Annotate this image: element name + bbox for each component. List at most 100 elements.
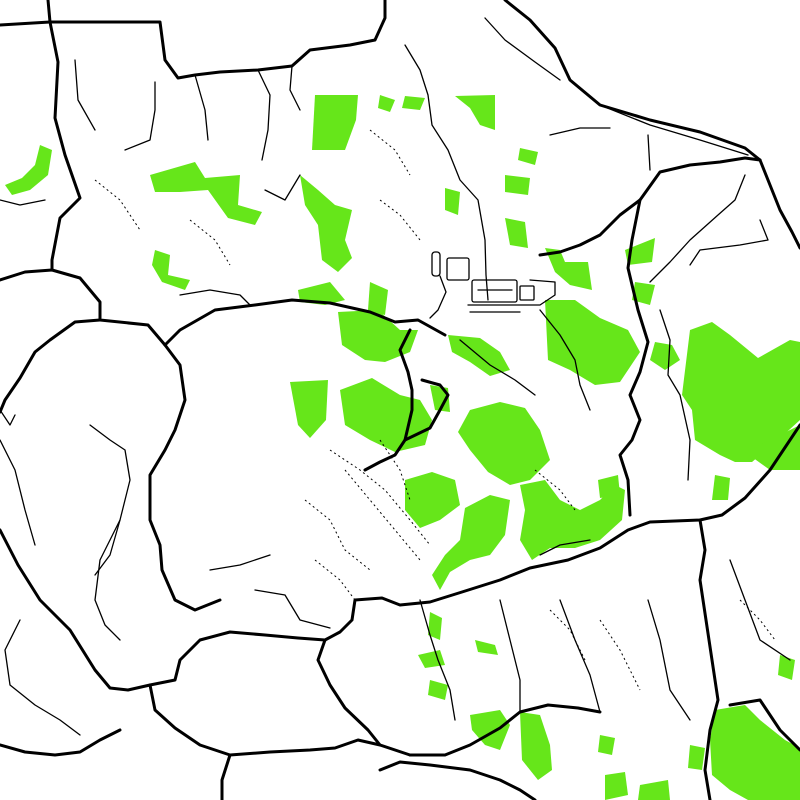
minor-road bbox=[0, 199, 46, 206]
trail bbox=[534, 469, 576, 511]
minor-road bbox=[459, 339, 536, 396]
vegetation-patch bbox=[520, 480, 625, 560]
vegetation-patch bbox=[312, 95, 358, 150]
minor-road bbox=[94, 519, 121, 641]
minor-road bbox=[689, 219, 769, 266]
facility-road bbox=[467, 279, 556, 306]
vegetation-patch bbox=[5, 145, 52, 195]
minor-road bbox=[4, 619, 81, 736]
minor-road bbox=[647, 599, 691, 721]
trail bbox=[379, 439, 411, 501]
facility-road bbox=[469, 289, 521, 313]
minor-road bbox=[419, 599, 456, 721]
trail bbox=[314, 559, 356, 601]
vegetation-patch bbox=[338, 310, 418, 362]
minor-road bbox=[539, 539, 591, 556]
minor-road bbox=[729, 559, 791, 661]
major-road bbox=[503, 0, 762, 162]
vegetation-patch bbox=[418, 650, 445, 668]
vegetation-patch bbox=[290, 380, 328, 438]
vegetation-patch bbox=[368, 282, 388, 315]
minor-road bbox=[289, 65, 301, 111]
minor-road bbox=[404, 44, 489, 301]
major-road bbox=[728, 698, 800, 752]
facility-building bbox=[446, 257, 470, 281]
trail bbox=[304, 499, 371, 571]
vegetation-patches bbox=[5, 95, 800, 800]
vegetation-patch bbox=[682, 322, 800, 462]
minor-road bbox=[257, 69, 271, 161]
vegetation-patch bbox=[405, 472, 460, 528]
trails bbox=[94, 129, 776, 691]
major-road bbox=[163, 298, 447, 347]
minor-road bbox=[484, 17, 561, 81]
vegetation-patch bbox=[710, 705, 800, 800]
major-road bbox=[0, 268, 167, 347]
minor-road bbox=[194, 74, 209, 141]
minor-road bbox=[539, 309, 591, 411]
minor-road bbox=[179, 289, 251, 306]
vegetation-patch bbox=[428, 612, 442, 640]
major-road bbox=[323, 423, 800, 642]
vegetation-patch bbox=[520, 712, 552, 780]
vegetation-patch bbox=[650, 342, 680, 370]
vegetation-patch bbox=[428, 680, 448, 700]
vegetation-patch bbox=[432, 495, 510, 590]
vegetation-patch bbox=[470, 710, 510, 750]
vegetation-patch bbox=[402, 96, 425, 110]
minor-road bbox=[549, 127, 611, 136]
minor-road bbox=[89, 424, 131, 576]
minor-road bbox=[599, 104, 749, 156]
vegetation-patch bbox=[745, 425, 800, 470]
vegetation-patch bbox=[605, 772, 628, 800]
major-road bbox=[46, 0, 82, 272]
major-road bbox=[148, 343, 222, 612]
major-road bbox=[0, 728, 122, 757]
facility-building bbox=[431, 251, 441, 277]
major-road bbox=[148, 683, 382, 757]
major-road bbox=[0, 0, 387, 80]
vegetation-patch bbox=[150, 162, 262, 225]
trail bbox=[94, 179, 141, 231]
major-road bbox=[0, 318, 102, 414]
facility-outline bbox=[429, 251, 556, 319]
facility-road bbox=[429, 275, 447, 319]
major-road bbox=[363, 328, 414, 472]
minor-road bbox=[0, 439, 36, 546]
vegetation-patch bbox=[152, 250, 190, 290]
vegetation-patch bbox=[475, 640, 498, 655]
vegetation-patch bbox=[598, 735, 615, 755]
minor-road bbox=[649, 174, 746, 283]
major-road bbox=[698, 518, 720, 800]
major-road bbox=[403, 378, 450, 442]
major-road bbox=[220, 753, 232, 800]
vegetation-patch bbox=[298, 282, 345, 305]
major-road bbox=[378, 760, 537, 800]
minor-road bbox=[124, 81, 156, 151]
vegetation-patch bbox=[545, 248, 592, 290]
vegetation-patch bbox=[505, 218, 528, 248]
major-road bbox=[148, 630, 327, 687]
major-road bbox=[618, 198, 650, 517]
facility-building bbox=[519, 285, 535, 301]
trail bbox=[189, 219, 231, 266]
vegetation-patch bbox=[632, 282, 655, 305]
vegetation-patch bbox=[518, 148, 538, 165]
trail bbox=[379, 199, 421, 241]
vegetation-patch bbox=[598, 475, 620, 498]
vegetation-patch bbox=[455, 95, 495, 130]
vegetation-patch bbox=[625, 238, 655, 265]
vegetation-patch bbox=[378, 95, 395, 112]
vegetation-patch bbox=[505, 175, 530, 195]
minor-road bbox=[647, 134, 651, 171]
minor-road bbox=[499, 599, 521, 713]
vegetation-patch bbox=[778, 655, 795, 680]
major-road bbox=[408, 703, 602, 757]
trail bbox=[369, 129, 411, 176]
trail bbox=[549, 609, 586, 661]
vegetation-patch bbox=[458, 402, 550, 485]
vegetation-patch bbox=[545, 300, 640, 385]
minor-road bbox=[209, 554, 271, 571]
